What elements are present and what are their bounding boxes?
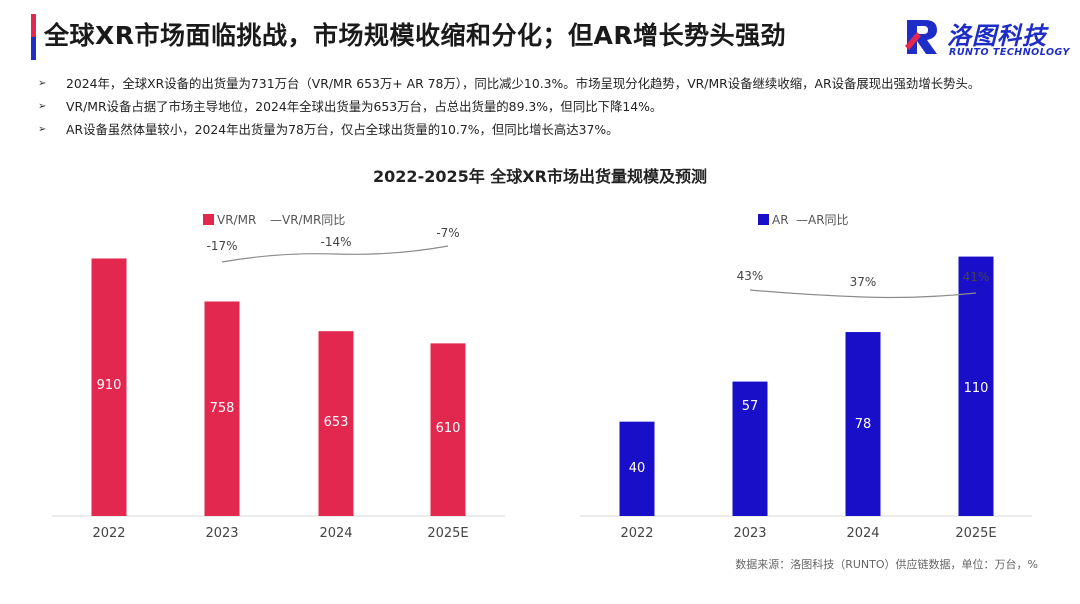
vr-bar-value-label: 653	[324, 415, 349, 430]
ar-yoy-value-label: 43%	[737, 269, 764, 283]
bullet-text: 2024年，全球XR设备的出货量为731万台（VR/MR 653万+ AR 78…	[66, 76, 981, 91]
bullet-item: ➢ AR设备虽然体量较小，2024年出货量为78万台，仅占全球出货量的10.7%，…	[38, 118, 1068, 141]
vr-bar-value-label: 758	[210, 401, 235, 416]
vr-legend-swatch	[203, 214, 214, 225]
ar-bar-value-label: 78	[855, 417, 872, 432]
vr-yoy-value-label: -14%	[320, 235, 351, 249]
vr-x-tick-label: 2022	[92, 526, 125, 541]
logo-chinese-name: 洛图科技	[947, 22, 1047, 50]
logo-english-name: RUNTO TECHNOLOGY	[949, 47, 1070, 58]
ar-bar-value-label: 110	[964, 381, 989, 396]
ar-bar-value-label: 57	[742, 399, 759, 414]
bullet-text: VR/MR设备占据了市场主导地位，2024年全球出货量为653万台，占总出货量的…	[66, 99, 663, 114]
arrow-bullet-icon: ➢	[38, 124, 47, 135]
ar-yoy-line	[749, 289, 977, 299]
summary-bullets: ➢ 2024年，全球XR设备的出货量为731万台（VR/MR 653万+ AR 7…	[38, 72, 1068, 141]
bullet-item: ➢ 2024年，全球XR设备的出货量为731万台（VR/MR 653万+ AR 7…	[38, 72, 1068, 95]
ar-x-tick-label: 2023	[733, 526, 766, 541]
figure-title: 2022-2025年 全球XR市场出货量规模及预测	[373, 167, 707, 186]
vr-x-tick-label: 2024	[319, 526, 352, 541]
ar-yoy-value-label: 37%	[850, 275, 877, 289]
ar-bar	[732, 381, 768, 516]
vr-legend-line-label: —VR/MR同比	[270, 213, 345, 227]
ar-bar-value-label: 40	[629, 461, 646, 476]
vr-bar	[430, 343, 466, 516]
ar-legend-bar-label: AR	[772, 213, 789, 227]
arrow-bullet-icon: ➢	[38, 101, 47, 112]
bullet-item: ➢ VR/MR设备占据了市场主导地位，2024年全球出货量为653万台，占总出货量…	[38, 95, 1068, 118]
accent-red-segment	[31, 14, 36, 37]
ar-x-tick-label: 2025E	[955, 526, 996, 541]
ar-yoy-value-label: 41%	[963, 270, 990, 284]
vr-yoy-line	[221, 245, 449, 263]
vr-legend-bar-label: VR/MR	[217, 213, 256, 227]
ar-x-tick-label: 2022	[620, 526, 653, 541]
vr-yoy-value-label: -7%	[436, 226, 459, 240]
source-note: 数据来源：洛图科技（RUNTO）供应链数据，单位：万台，%	[735, 558, 1038, 571]
ar-bar	[958, 256, 994, 516]
ar-bar	[619, 421, 655, 516]
vr-bar	[318, 331, 354, 516]
page-title: 全球XR市场面临挑战，市场规模收缩和分化；但AR增长势头强劲	[44, 21, 787, 50]
vr-x-tick-label: 2025E	[427, 526, 468, 541]
accent-blue-segment	[31, 37, 36, 60]
ar-x-tick-label: 2024	[846, 526, 879, 541]
company-logo: 洛图科技 RUNTO TECHNOLOGY	[903, 14, 1069, 62]
ar-legend-swatch	[758, 214, 769, 225]
vr-yoy-value-label: -17%	[206, 239, 237, 253]
vr-bar-value-label: 910	[97, 378, 122, 393]
ar-legend-line-label: —AR同比	[796, 213, 849, 227]
vr-bar-value-label: 610	[436, 421, 461, 436]
title-accent-bar	[31, 14, 36, 60]
arrow-bullet-icon: ➢	[38, 78, 47, 89]
vr-x-tick-label: 2023	[205, 526, 238, 541]
vr-bar	[91, 258, 127, 516]
bullet-text: AR设备虽然体量较小，2024年出货量为78万台，仅占全球出货量的10.7%，但…	[66, 122, 619, 137]
runto-logo-icon	[905, 20, 937, 54]
vr-bar	[204, 301, 240, 516]
ar-bar	[845, 332, 881, 516]
